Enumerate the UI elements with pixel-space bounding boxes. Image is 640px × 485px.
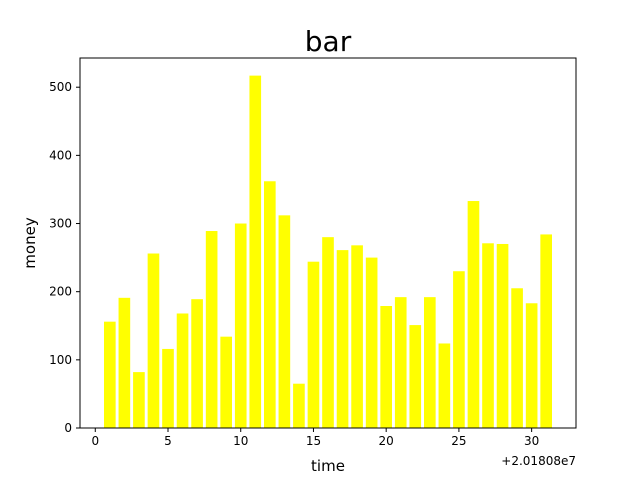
x-tick-label: 0 (91, 434, 99, 448)
bar (234, 223, 247, 428)
bar (365, 257, 378, 428)
y-tick-label: 300 (49, 217, 72, 231)
bar (104, 321, 116, 428)
bar (147, 253, 160, 428)
bar (409, 325, 422, 428)
bar (496, 243, 509, 428)
bar (322, 237, 334, 428)
x-tick-label: 20 (379, 434, 394, 448)
bar (264, 181, 276, 428)
bar (118, 297, 131, 428)
bar (351, 245, 363, 428)
bar (336, 250, 349, 428)
y-tick-label: 0 (64, 421, 72, 435)
bar (293, 383, 305, 428)
bar (133, 372, 145, 428)
bar (176, 313, 189, 428)
bar (380, 306, 392, 428)
x-ticks-group: 0 5 10 15 20 25 30 (91, 428, 539, 448)
bar (525, 303, 538, 428)
bar (278, 215, 291, 428)
x-tick-label: 5 (164, 434, 172, 448)
y-tick-label: 500 (49, 80, 72, 94)
y-ticks-group: 0 100 200 300 400 500 (49, 80, 80, 435)
bar (438, 343, 451, 428)
bar (249, 75, 262, 429)
y-axis-label: money (21, 217, 39, 269)
bar (424, 297, 436, 428)
bar (482, 243, 494, 428)
x-tick-label: 10 (233, 434, 248, 448)
bar (162, 348, 174, 428)
x-tick-label: 15 (306, 434, 321, 448)
plot-area-frame (79, 57, 577, 429)
bar (467, 201, 480, 428)
bars-group (104, 75, 552, 429)
bar (394, 297, 407, 428)
bar (540, 234, 552, 428)
y-tick-label: 200 (49, 285, 72, 299)
bar (307, 261, 320, 428)
x-offset-label: +2.01808e7 (501, 454, 576, 468)
x-tick-label: 30 (524, 434, 539, 448)
bar (220, 336, 232, 428)
y-tick-label: 100 (49, 353, 72, 367)
x-axis-label: time (311, 457, 345, 475)
bar (511, 288, 523, 428)
y-tick-label: 400 (49, 148, 72, 162)
bar (453, 271, 465, 428)
bar (191, 299, 203, 428)
chart-title: bar (305, 25, 352, 58)
bar (205, 231, 218, 428)
x-tick-label: 25 (451, 434, 466, 448)
